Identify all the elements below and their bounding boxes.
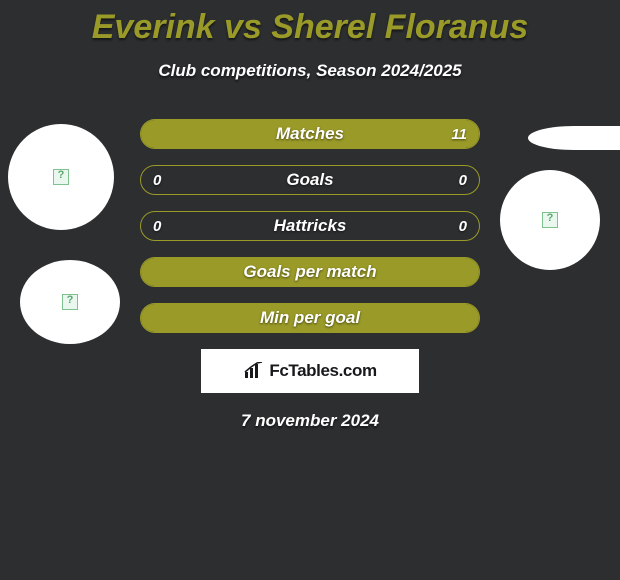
brand-badge: FcTables.com <box>201 349 419 393</box>
stat-label: Goals per match <box>141 258 479 286</box>
stats-table: 11Matches 00Goals 00Hattricks Goals per mat… <box>140 119 480 333</box>
date-label: 7 november 2024 <box>0 411 620 431</box>
brand-label: FcTables.com <box>269 361 376 381</box>
stat-row: 00Hattricks <box>140 211 480 241</box>
team-left-logo <box>20 260 120 344</box>
player-right-ellipse <box>528 126 620 150</box>
stat-row: 11Matches <box>140 119 480 149</box>
stat-label: Hattricks <box>141 212 479 240</box>
placeholder-icon <box>53 169 69 185</box>
player-left-avatar <box>8 124 114 230</box>
player-right-avatar <box>500 170 600 270</box>
stat-label: Matches <box>141 120 479 148</box>
stat-label: Min per goal <box>141 304 479 332</box>
bar-chart-icon <box>243 362 265 380</box>
placeholder-icon <box>62 294 78 310</box>
placeholder-icon <box>542 212 558 228</box>
stat-row: Goals per match <box>140 257 480 287</box>
stat-row: 00Goals <box>140 165 480 195</box>
page-subtitle: Club competitions, Season 2024/2025 <box>0 61 620 81</box>
page-title: Everink vs Sherel Floranus <box>0 0 620 47</box>
stat-row: Min per goal <box>140 303 480 333</box>
stat-label: Goals <box>141 166 479 194</box>
